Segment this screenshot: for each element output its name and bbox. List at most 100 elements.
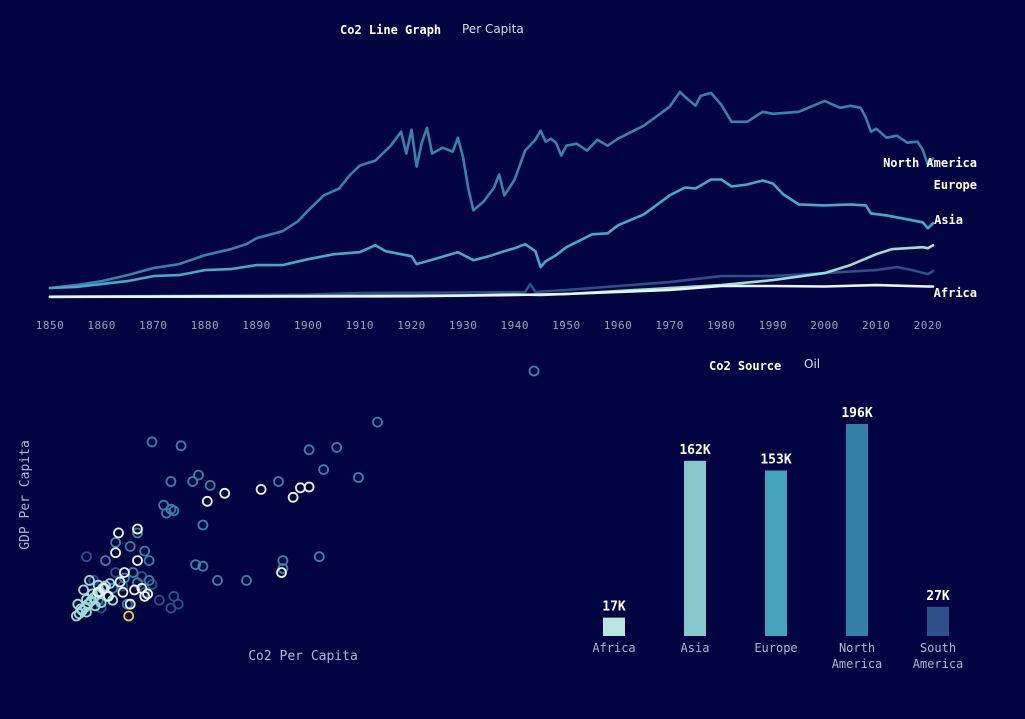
scatter-point[interactable] <box>331 441 343 453</box>
scatter-point[interactable] <box>119 567 130 578</box>
scatter-point[interactable] <box>168 505 180 517</box>
x-tick-label: 1970 <box>655 319 684 332</box>
series-line-africa[interactable] <box>48 283 935 299</box>
scatter-point[interactable] <box>353 472 364 483</box>
co2-gdp-scatter-chart: Co2 Per Capita GDP Per Capita <box>18 365 540 664</box>
scatter-point[interactable] <box>110 567 121 578</box>
series-label-europe: Europe <box>934 178 977 192</box>
scatter-point[interactable] <box>187 476 199 487</box>
series-line-europe[interactable] <box>48 178 935 290</box>
x-tick-label: 2020 <box>914 319 943 332</box>
series-label-africa: Africa <box>934 286 977 300</box>
co2-source-bar-chart: Co2 Source Oil 17K Africa 162K Asia 153K Euro… <box>592 357 963 671</box>
scatter-point[interactable] <box>124 598 136 610</box>
scatter-point[interactable] <box>78 584 89 596</box>
scatter-point[interactable] <box>153 594 165 606</box>
scatter-point[interactable] <box>98 582 110 594</box>
line-chart-measure-selector[interactable]: Per Capita <box>462 22 524 36</box>
scatter-point[interactable] <box>197 560 209 572</box>
x-tick-label: 1920 <box>397 319 426 332</box>
scatter-x-axis-label: Co2 Per Capita <box>248 649 358 664</box>
scatter-point[interactable] <box>100 555 111 566</box>
series-line-asia[interactable] <box>48 243 935 299</box>
scatter-point[interactable] <box>303 481 315 493</box>
scatter-point[interactable] <box>277 555 289 566</box>
scatter-point[interactable] <box>139 545 151 557</box>
series-label-north-america: North America <box>883 156 977 170</box>
scatter-point[interactable] <box>190 559 202 570</box>
scatter-point[interactable] <box>123 610 135 622</box>
scatter-point[interactable] <box>129 584 140 596</box>
scatter-point[interactable] <box>92 579 104 591</box>
scatter-point[interactable] <box>81 551 92 563</box>
scatter-point[interactable] <box>219 487 231 499</box>
x-tick-label: 1900 <box>294 319 323 332</box>
scatter-point[interactable] <box>89 600 101 612</box>
scatter-point[interactable] <box>132 523 143 535</box>
scatter-point[interactable] <box>110 537 121 548</box>
scatter-point[interactable] <box>204 479 216 491</box>
scatter-point[interactable] <box>113 527 124 539</box>
bar-category-label: North <box>839 641 875 655</box>
bar-europe[interactable] <box>765 470 787 637</box>
scatter-point[interactable] <box>146 436 158 448</box>
bar-asia[interactable] <box>684 460 706 636</box>
scatter-point[interactable] <box>294 482 306 494</box>
bar-africa[interactable] <box>603 617 625 636</box>
scatter-point[interactable] <box>276 567 287 578</box>
series-line-north-america[interactable] <box>48 90 935 290</box>
scatter-point[interactable] <box>95 597 107 608</box>
bar-chart-source-selector[interactable]: Oil <box>804 357 820 371</box>
x-tick-label: 2000 <box>810 319 839 332</box>
scatter-point[interactable] <box>313 551 325 563</box>
scatter-point[interactable] <box>110 547 121 559</box>
scatter-point[interactable] <box>318 464 330 476</box>
scatter-point[interactable] <box>132 555 143 566</box>
bar-south-america[interactable] <box>927 606 949 636</box>
bar-value-label: 153K <box>760 453 791 468</box>
scatter-point[interactable] <box>72 598 84 610</box>
scatter-point[interactable] <box>103 590 114 602</box>
scatter-point[interactable] <box>303 444 315 456</box>
x-tick-label: 1930 <box>449 319 478 332</box>
scatter-point[interactable] <box>81 606 92 618</box>
x-tick-label: 1850 <box>36 319 65 332</box>
scatter-point[interactable] <box>87 588 98 600</box>
scatter-point[interactable] <box>287 491 299 503</box>
bar-value-label: 27K <box>926 589 950 604</box>
scatter-point[interactable] <box>142 588 154 600</box>
scatter-point[interactable] <box>175 440 187 452</box>
x-tick-label: 1950 <box>552 319 581 332</box>
scatter-point[interactable] <box>165 602 177 614</box>
bar-category-label: Asia <box>681 641 710 655</box>
scatter-point[interactable] <box>193 469 204 481</box>
scatter-point[interactable] <box>201 495 213 507</box>
scatter-point[interactable] <box>139 590 151 602</box>
scatter-point[interactable] <box>372 416 383 428</box>
scatter-point[interactable] <box>132 527 143 539</box>
series-line-south-america[interactable] <box>48 265 935 298</box>
bar-north-america[interactable] <box>846 424 868 636</box>
scatter-point[interactable] <box>255 483 267 495</box>
scatter-point[interactable] <box>168 590 180 602</box>
scatter-point[interactable] <box>241 575 252 586</box>
bar-category-label: South <box>920 641 956 655</box>
scatter-point[interactable] <box>81 594 92 605</box>
scatter-point[interactable] <box>84 575 95 586</box>
scatter-point[interactable] <box>161 507 172 519</box>
scatter-point[interactable] <box>197 519 209 531</box>
scatter-point[interactable] <box>165 476 177 487</box>
scatter-point[interactable] <box>127 567 139 578</box>
scatter-point[interactable] <box>124 541 136 552</box>
scatter-point[interactable] <box>143 575 155 586</box>
scatter-point[interactable] <box>117 586 129 598</box>
scatter-point[interactable] <box>273 476 284 487</box>
x-tick-label: 1910 <box>346 319 375 332</box>
line-chart-title: Co2 Line Graph <box>340 23 441 37</box>
scatter-point[interactable] <box>212 575 223 586</box>
scatter-point[interactable] <box>143 555 155 566</box>
scatter-point-outlier[interactable] <box>528 365 540 377</box>
scatter-point[interactable] <box>114 576 126 588</box>
